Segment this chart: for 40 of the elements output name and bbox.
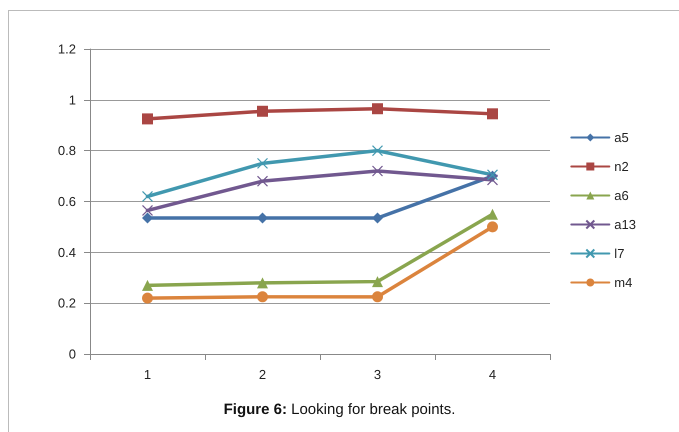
x-tick-label: 2 <box>258 367 266 382</box>
point <box>257 291 268 302</box>
y-tick-label: 1 <box>68 92 76 108</box>
point <box>142 190 154 202</box>
point <box>142 113 153 124</box>
point <box>142 292 153 304</box>
point <box>256 158 268 169</box>
point <box>256 176 268 187</box>
point <box>487 221 498 232</box>
point <box>142 204 154 216</box>
y-tick-label: 0.2 <box>58 296 76 311</box>
point <box>487 208 498 220</box>
point <box>487 108 498 120</box>
legend-label: a13 <box>614 217 636 232</box>
point <box>372 103 383 114</box>
legend-label: a5 <box>614 130 629 145</box>
point <box>372 145 384 156</box>
point <box>372 291 383 302</box>
point <box>142 280 153 291</box>
y-tick-label: 0.6 <box>58 194 76 209</box>
y-tick-label: 1.2 <box>58 42 76 56</box>
point <box>142 212 153 224</box>
point <box>372 165 384 177</box>
point <box>257 106 268 117</box>
legend-label: n2 <box>614 159 629 174</box>
y-tick-label: 0 <box>68 346 76 362</box>
x-tick-label: 4 <box>488 367 496 382</box>
legend-label: a6 <box>614 188 629 203</box>
x-tick-label: 1 <box>144 367 152 382</box>
point <box>486 174 498 186</box>
point <box>257 277 268 288</box>
point <box>257 212 268 224</box>
legend-label: m4 <box>614 275 632 290</box>
y-tick-label: 0.4 <box>58 244 76 260</box>
legend-label: l7 <box>614 246 624 261</box>
y-tick-label: 0.8 <box>58 143 76 158</box>
point <box>372 276 383 288</box>
x-tick-label: 3 <box>374 367 382 382</box>
point <box>372 212 383 224</box>
text: Figure 6: Looking for break points. <box>224 401 456 418</box>
